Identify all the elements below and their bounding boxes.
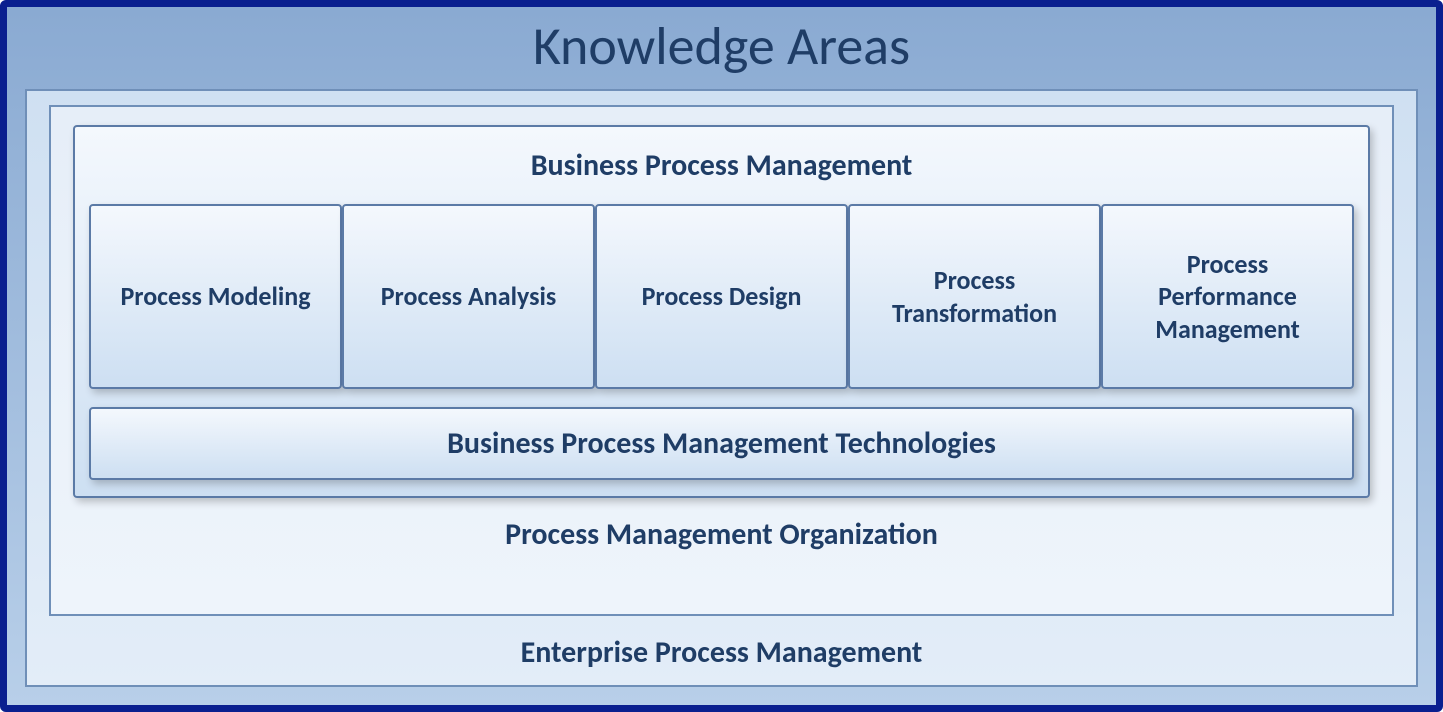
process-modeling-box: Process Modeling xyxy=(89,204,342,389)
knowledge-areas-frame: Knowledge Areas Business Process Managem… xyxy=(0,0,1443,712)
bpm-technologies-bar: Business Process Management Technologies xyxy=(89,407,1354,480)
process-transformation-box: Process Transformation xyxy=(848,204,1101,389)
process-analysis-box: Process Analysis xyxy=(342,204,595,389)
enterprise-process-management-label: Enterprise Process Management xyxy=(49,634,1394,671)
diagram-title: Knowledge Areas xyxy=(533,13,910,79)
process-management-organization-layer: Business Process Management Process Mode… xyxy=(49,105,1394,616)
bpm-title: Business Process Management xyxy=(89,147,1354,184)
enterprise-process-management-layer: Business Process Management Process Mode… xyxy=(25,89,1418,687)
business-process-management-card: Business Process Management Process Mode… xyxy=(73,125,1370,498)
process-boxes-row: Process Modeling Process Analysis Proces… xyxy=(89,204,1354,389)
process-design-box: Process Design xyxy=(595,204,848,389)
process-management-organization-label: Process Management Organization xyxy=(73,516,1370,553)
process-performance-management-box: Process Performance Management xyxy=(1101,204,1354,389)
